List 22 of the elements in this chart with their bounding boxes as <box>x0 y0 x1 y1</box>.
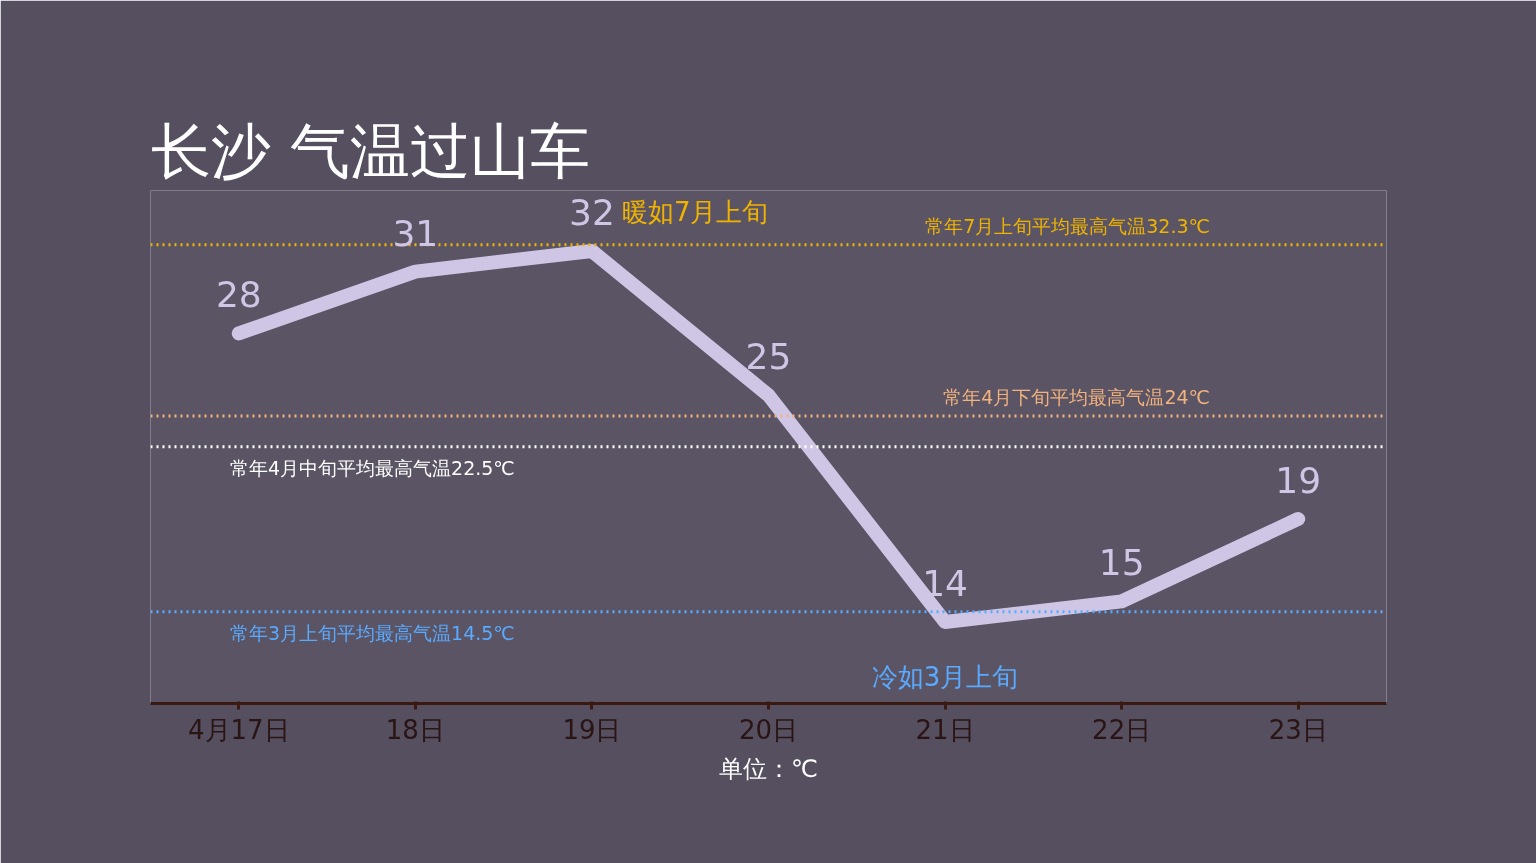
x-tick-label: 23日 <box>1268 714 1328 745</box>
ref-line-label: 常年3月上旬平均最高气温14.5℃ <box>229 621 515 644</box>
data-label: 19 <box>1275 459 1322 501</box>
x-tick-label: 21日 <box>915 714 975 745</box>
ref-line-label: 常年4月下旬平均最高气温24℃ <box>943 385 1210 408</box>
ref-line-label: 常年4月中旬平均最高气温22.5℃ <box>229 456 515 479</box>
x-tick-label: 22日 <box>1092 714 1152 745</box>
data-label: 14 <box>922 563 968 605</box>
data-label: 28 <box>215 274 262 316</box>
data-label: 32 <box>569 192 615 233</box>
ref-line-label: 常年7月上旬平均最高气温32.3℃ <box>925 214 1210 237</box>
data-label: 31 <box>392 212 439 254</box>
x-tick-label: 19日 <box>562 714 622 745</box>
chart-title: 长沙 气温过山车 <box>150 115 590 186</box>
x-tick-label: 20日 <box>738 714 799 745</box>
annotation: 暖如7月上旬 <box>621 197 769 227</box>
x-tick-label: 18日 <box>385 714 445 745</box>
annotation: 冷如3月上旬 <box>871 662 1019 693</box>
data-label: 25 <box>745 336 792 378</box>
data-label: 15 <box>1098 542 1145 584</box>
text: 单位：℃ <box>719 754 818 783</box>
x-tick-label: 4月17日 <box>187 714 290 745</box>
